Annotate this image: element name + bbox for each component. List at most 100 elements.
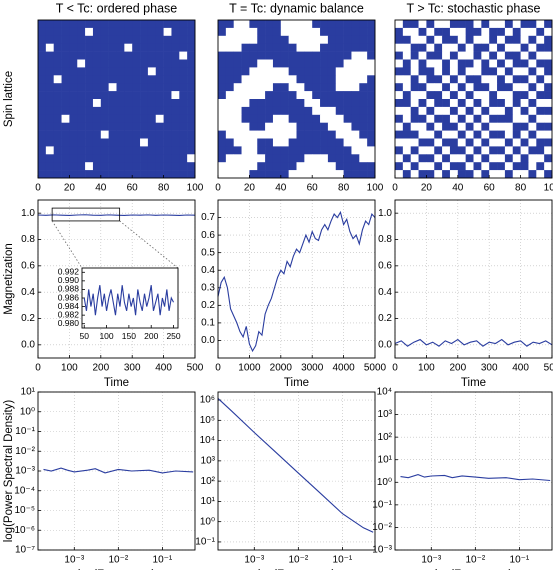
lattice-cell: [85, 130, 94, 139]
lattice-cell: [402, 43, 411, 52]
x-tick-label: 100: [367, 183, 384, 194]
lattice-cell: [257, 138, 266, 147]
lattice-cell: [272, 154, 282, 163]
lattice-cell: [163, 138, 172, 147]
lattice-cell: [504, 75, 514, 84]
y-tick-label: 0.6: [21, 260, 35, 271]
lattice-cell: [536, 20, 545, 29]
lattice-cell: [265, 43, 274, 52]
lattice-cell: [335, 170, 344, 179]
lattice-cell: [233, 91, 242, 100]
lattice-cell: [116, 75, 125, 84]
lattice-cell: [418, 83, 427, 92]
lattice-cell: [410, 67, 419, 76]
lattice-cell: [528, 170, 537, 179]
lattice-cell: [395, 35, 404, 44]
lattice-cell: [140, 51, 149, 60]
lattice-cell: [536, 162, 545, 171]
lattice-cell: [402, 122, 411, 131]
data-line: [37, 214, 196, 216]
plot-frame: [217, 19, 376, 179]
y-tick-label: 0.2: [21, 313, 35, 324]
lattice-cell: [312, 114, 321, 123]
lattice-cell: [124, 20, 133, 29]
lattice-cell: [288, 83, 297, 92]
lattice-cell: [53, 83, 62, 92]
y-tick-label: 10⁰: [20, 406, 35, 417]
lattice-cell: [395, 43, 404, 52]
lattice-cell: [163, 27, 172, 37]
lattice-cell: [320, 146, 329, 155]
y-tick-label: 0.0: [201, 335, 215, 346]
lattice-cell: [497, 138, 506, 147]
lattice-cell: [351, 154, 360, 163]
lattice-cell: [92, 114, 102, 123]
lattice-cell: [402, 99, 411, 108]
y-tick-label: 0.0: [21, 339, 35, 350]
lattice-cell: [218, 130, 227, 139]
lattice-cell: [77, 154, 86, 163]
lattice-cell: [296, 51, 305, 60]
lattice-cell: [536, 170, 545, 179]
lattice-cell: [489, 43, 498, 52]
lattice-cell: [410, 122, 419, 131]
lattice-cell: [434, 51, 443, 60]
lattice-cell: [481, 122, 490, 131]
lattice-cell: [359, 51, 368, 60]
lattice-cell: [241, 170, 250, 179]
lattice-cell: [53, 51, 62, 60]
x-tick-label: 60: [484, 183, 496, 194]
lattice-cell: [512, 67, 521, 76]
x-tick-label: 80: [338, 183, 350, 194]
lattice-cell: [225, 67, 234, 76]
x-tick-label: 1000: [238, 363, 261, 374]
lattice-cell: [395, 162, 404, 171]
lattice-cell: [473, 146, 482, 155]
lattice-cell: [426, 67, 435, 76]
lattice-cell: [233, 51, 242, 60]
lattice-cell: [410, 146, 419, 155]
lattice-cell: [304, 91, 313, 100]
lattice-cell: [187, 43, 196, 52]
lattice-cell: [147, 75, 157, 84]
lattice-cell: [351, 122, 360, 131]
lattice-cell: [465, 114, 474, 123]
lattice-cell: [140, 122, 149, 131]
lattice-cell: [457, 20, 466, 29]
y-tick-label: 1.0: [21, 208, 35, 219]
lattice-cell: [296, 138, 305, 147]
lattice-cell: [265, 20, 274, 29]
lattice-cell: [327, 51, 337, 60]
y-tick-label: 0.6: [201, 230, 215, 241]
lattice-cell: [257, 75, 266, 84]
lattice-cell: [187, 122, 196, 131]
y-tick-label: 0.990: [58, 275, 80, 285]
lattice-cell: [536, 138, 545, 147]
lattice-cell: [497, 91, 506, 100]
lattice-cell: [53, 27, 62, 37]
lattice-cell: [61, 154, 70, 163]
lattice-cell: [304, 146, 313, 155]
lattice-cell: [481, 170, 490, 179]
lattice-cell: [520, 130, 529, 139]
lattice-cell: [520, 106, 529, 116]
lattice-cell: [320, 106, 329, 116]
lattice-cell: [528, 162, 537, 171]
y-tick-label: 0.984: [58, 301, 80, 311]
lattice-cell: [418, 114, 427, 123]
lattice-cell: [320, 138, 329, 147]
lattice-cell: [61, 35, 70, 44]
lattice-cell: [481, 43, 490, 52]
lattice-cell: [544, 138, 553, 147]
lattice-cell: [69, 35, 78, 44]
lattice-cell: [544, 170, 553, 179]
lattice-cell: [69, 27, 78, 37]
lattice-cell: [69, 20, 78, 29]
lattice-cell: [218, 122, 227, 131]
lattice-cell: [179, 146, 188, 155]
lattice-cell: [179, 83, 188, 92]
lattice-cell: [45, 170, 54, 179]
lattice-cell: [280, 59, 289, 68]
y-tick-label: 0.986: [58, 292, 80, 302]
lattice-cell: [272, 20, 282, 29]
